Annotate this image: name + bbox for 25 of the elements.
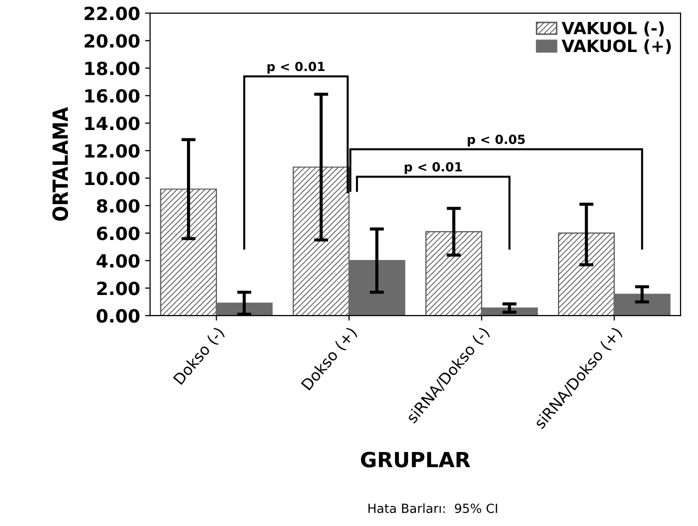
y-tick-label: 22.00 [84, 6, 140, 20]
bar [160, 188, 217, 316]
y-axis-title: ORTALAMA [52, 107, 68, 221]
bar [348, 260, 406, 316]
annotation: p < 0.01 [404, 162, 462, 174]
y-tick-label: 12.00 [85, 144, 140, 158]
y-tick-label: 2.00 [97, 282, 140, 296]
y-tick-label: 14.00 [85, 116, 140, 130]
annotation: p < 0.05 [468, 134, 525, 147]
y-tick-label: 20.00 [84, 34, 140, 48]
bar [558, 232, 615, 316]
y-tick-label: 16.00 [85, 89, 140, 103]
annotation: p < 0.01 [268, 62, 325, 74]
y-tick-label: 18.00 [85, 62, 140, 76]
text: Hata Barları: 95% CI [368, 503, 498, 514]
y-tick-label: 8.00 [96, 199, 140, 213]
y-tick-label: 10.00 [85, 172, 140, 186]
y-tick-label: 4.00 [96, 254, 140, 268]
bar [216, 302, 273, 316]
legend-label: VAKUOL (-) [562, 22, 664, 36]
y-tick-label: 0.00 [96, 309, 140, 323]
bar [614, 294, 670, 316]
legend-label: VAKUOL (+) [562, 39, 671, 54]
x-axis-title: GRUPLAR [360, 452, 470, 468]
y-tick-label: 6.00 [96, 226, 140, 240]
